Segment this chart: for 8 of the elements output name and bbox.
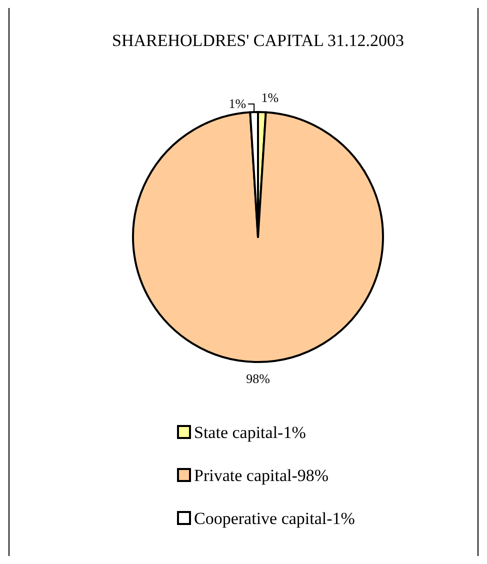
legend-label: Private capital-98%	[194, 466, 329, 485]
pie-slice	[132, 111, 384, 363]
legend-label: State capital-1%	[194, 423, 306, 442]
chart-title: SHAREHOLDRES' CAPITAL 31.12.2003	[112, 31, 404, 50]
data-label: 98%	[246, 371, 270, 386]
data-label: 1%	[228, 96, 246, 112]
data-label: 1%	[261, 90, 279, 105]
legend-label: Cooperative capital-1%	[194, 509, 355, 528]
